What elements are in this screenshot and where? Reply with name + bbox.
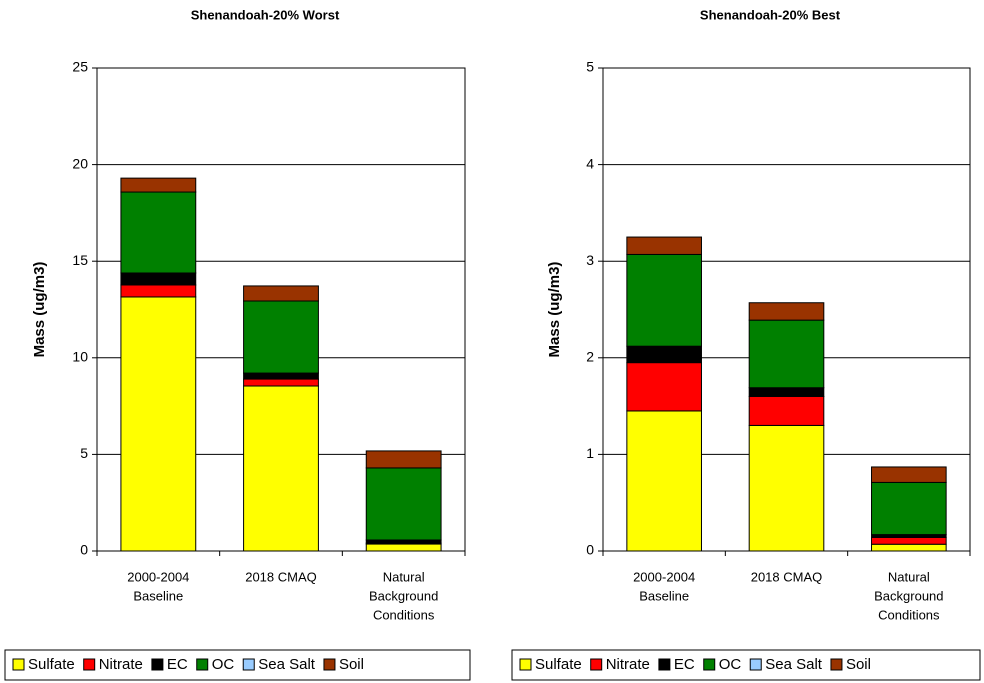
y-tick-label: 15: [72, 252, 88, 268]
bar-segment: [243, 285, 319, 302]
bar-segment: [748, 395, 825, 426]
legend-swatch: [242, 658, 255, 671]
y-tick-label: 4: [586, 155, 594, 171]
y-axis-label: Mass (ug/m3): [31, 262, 48, 358]
bar-segment: [626, 253, 702, 347]
legend-swatch: [151, 658, 164, 671]
legend-label: Sulfate: [28, 656, 75, 673]
bar-segment: [120, 296, 197, 552]
y-tick-label: 10: [72, 349, 88, 365]
y-tick-label: 1: [586, 445, 594, 461]
y-tick-label: 5: [80, 445, 88, 461]
bar-segment: [871, 481, 947, 536]
y-tick-label: 2: [586, 349, 594, 365]
x-tick-label: Natural: [888, 569, 930, 584]
x-tick-label: Baseline: [133, 588, 183, 603]
legend-swatch: [749, 658, 762, 671]
bar-segment: [243, 300, 319, 374]
y-tick-label: 0: [80, 542, 88, 558]
legend-label: OC: [719, 656, 742, 673]
x-tick-label: Background: [874, 588, 943, 603]
legend-swatch: [590, 658, 603, 671]
y-tick-label: 20: [72, 155, 88, 171]
x-tick-label: Background: [369, 588, 438, 603]
x-tick-label: 2000-2004: [633, 569, 695, 584]
legend-swatch: [658, 658, 671, 671]
legend-label: Sulfate: [535, 656, 582, 673]
legend-label: Sea Salt: [765, 656, 823, 673]
bar-segment: [626, 345, 702, 364]
bar-segment: [120, 272, 197, 286]
x-tick-label: Natural: [383, 569, 425, 584]
legend-box: [4, 649, 471, 681]
bar-segment: [243, 378, 319, 387]
bar-segment: [626, 236, 702, 255]
bar-segment: [243, 385, 319, 552]
legend-label: EC: [674, 656, 695, 673]
bar-segment: [748, 387, 825, 397]
bar-segment: [365, 543, 442, 552]
bar-segment: [626, 410, 702, 552]
legend-label: Soil: [846, 656, 871, 673]
x-tick-label: Conditions: [878, 607, 940, 622]
x-tick-label: 2000-2004: [127, 569, 189, 584]
x-tick-label: 2018 CMAQ: [751, 569, 823, 584]
bar-segment: [120, 191, 197, 274]
y-tick-label: 3: [586, 252, 594, 268]
legend-swatch: [519, 658, 532, 671]
bar-segment: [626, 362, 702, 412]
legend-swatch: [196, 658, 209, 671]
bar-segment: [871, 543, 947, 552]
chart-title: Shenandoah-20% Best: [700, 7, 841, 22]
bar-segment: [365, 450, 442, 469]
x-tick-label: Baseline: [639, 588, 689, 603]
bar-segment: [120, 177, 197, 193]
bar-segment: [365, 467, 442, 541]
legend-swatch: [703, 658, 716, 671]
legend-label: Sea Salt: [258, 656, 316, 673]
y-axis-label: Mass (ug/m3): [546, 262, 563, 358]
bar-segment: [120, 284, 197, 298]
legend-label: Nitrate: [99, 656, 143, 673]
bar-segment: [243, 372, 319, 380]
x-tick-label: Conditions: [373, 607, 435, 622]
x-tick-label: 2018 CMAQ: [245, 569, 317, 584]
y-tick-label: 25: [72, 59, 88, 75]
legend-label: EC: [167, 656, 188, 673]
legend-label: OC: [212, 656, 235, 673]
bar-segment: [871, 536, 947, 545]
bar-segment: [748, 424, 825, 552]
bar-segment: [748, 319, 825, 389]
legend-swatch: [830, 658, 843, 671]
chart-title: Shenandoah-20% Worst: [191, 7, 340, 22]
legend-label: Nitrate: [606, 656, 650, 673]
bar-segment: [748, 302, 825, 321]
y-tick-label: 0: [586, 542, 594, 558]
legend-swatch: [323, 658, 336, 671]
legend-swatch: [12, 658, 25, 671]
legend-label: Soil: [339, 656, 364, 673]
bar-segment: [871, 466, 947, 483]
legend-box: [511, 649, 981, 681]
y-tick-label: 5: [586, 59, 594, 75]
legend-swatch: [83, 658, 96, 671]
